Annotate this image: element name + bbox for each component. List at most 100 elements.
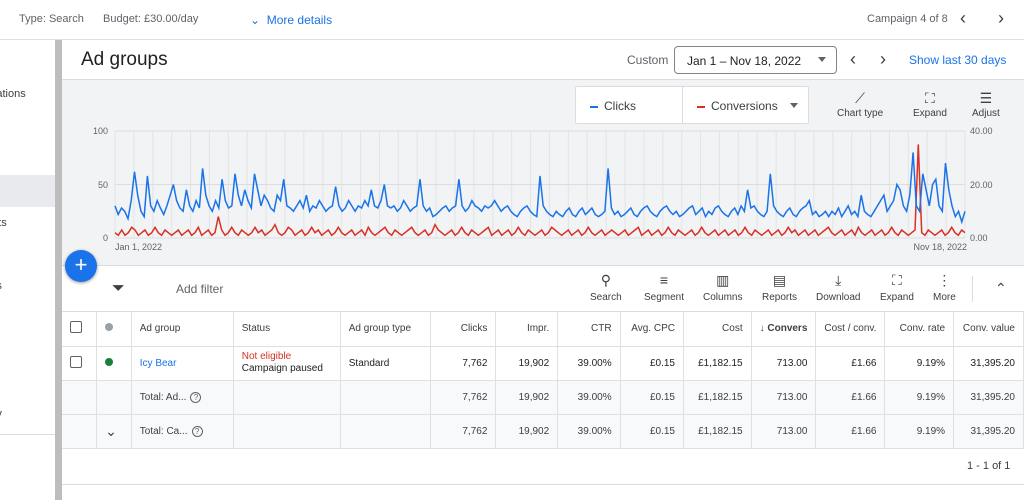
status-not-eligible: Not eligible [241, 351, 292, 362]
col-header-clicks[interactable]: Clicks [430, 312, 497, 347]
show-last-30-days-link[interactable]: Show last 30 days [909, 53, 1007, 67]
toolbar-divider [972, 276, 973, 302]
search-button[interactable]: ⚲ Search [590, 272, 622, 303]
legend-clicks-swatch [590, 105, 598, 108]
metric-select-conversions[interactable]: Conversions [682, 86, 809, 124]
row-cost: £1,182.15 [683, 346, 752, 381]
col-header-cost[interactable]: Cost [683, 312, 752, 347]
total1-cost-per-conv: £1.66 [815, 380, 886, 415]
row-impr: 19,902 [495, 346, 559, 381]
campaign-type: Type: Search [19, 13, 84, 25]
total2-conv-rate: 9.19% [884, 414, 955, 449]
y-right-tick-1: 20.00 [970, 180, 993, 190]
fullscreen-icon: ⛶ [925, 90, 935, 106]
chevron-down-icon[interactable]: ⌄ [105, 422, 117, 439]
more-vert-icon: ⋮ [937, 272, 952, 288]
sidebar-item-assets[interactable]: ets [0, 248, 55, 260]
reports-icon: ▤ [772, 272, 787, 288]
date-range-select[interactable]: Jan 1 – Nov 18, 2022 [674, 46, 837, 74]
filter-icon[interactable]: ⏷ [112, 280, 125, 297]
sidebar: endations sights ets ages story s [0, 40, 55, 500]
sidebar-active-item[interactable] [0, 175, 55, 207]
total-row-ad-groups: Total: Ad...? 7,762 19,902 39.00% £0.15 … [62, 380, 1024, 415]
search-icon: ⚲ [600, 272, 611, 288]
table-toolbar: ⏷ Add filter ⚲ Search ≡ Segment ▥ Columns ▤… [62, 266, 1024, 312]
row-checkbox[interactable] [70, 355, 82, 368]
col-header-conv-value[interactable]: Conv. value [953, 312, 1024, 347]
chart-type-button[interactable]: ⟋ Chart type [837, 90, 884, 119]
sidebar-item-insights[interactable]: sights [0, 217, 7, 229]
pagination-label: 1 - 1 of 1 [967, 460, 1011, 472]
add-button[interactable]: + [65, 250, 97, 282]
sidebar-item-history[interactable]: story [0, 408, 55, 420]
more-details-link[interactable]: ⌄ More details [250, 13, 333, 27]
select-all-cell [62, 312, 98, 347]
col-header-cost-per-conv[interactable]: Cost / conv. [815, 312, 886, 347]
series-line-conversions [114, 144, 966, 237]
expand-button[interactable]: ⛶ Expand [880, 272, 914, 303]
help-icon[interactable]: ? [191, 425, 203, 437]
main-panel: Ad groups Custom Jan 1 – Nov 18, 2022 ‹ … [62, 40, 1024, 500]
col-header-ad-group-type[interactable]: Ad group type [340, 312, 432, 347]
total1-avg-cpc: £0.15 [620, 380, 684, 415]
fullscreen-icon: ⛶ [892, 272, 902, 288]
col-header-ctr[interactable]: CTR [557, 312, 621, 347]
y-right-tick-0: 40.00 [970, 126, 993, 136]
col-header-avg-cpc[interactable]: Avg. CPC [620, 312, 684, 347]
status-dot-icon [105, 323, 114, 332]
col-header-status[interactable]: Status [233, 312, 341, 347]
previous-date-button[interactable]: ‹ [850, 49, 856, 69]
col-header-impr[interactable]: Impr. [495, 312, 559, 347]
reports-button[interactable]: ▤ Reports [762, 272, 798, 303]
top-bar: Type: Search Budget: £30.00/day ⌄ More d… [0, 0, 1024, 40]
add-filter-input[interactable]: Add filter [176, 282, 224, 296]
select-all-checkbox[interactable] [70, 321, 82, 334]
custom-label: Custom [627, 53, 669, 67]
sidebar-divider [0, 434, 55, 435]
columns-button[interactable]: ▥ Columns [703, 272, 743, 303]
row-type-cell: Standard [340, 346, 432, 381]
ad-group-name-link[interactable]: Icy Bear [131, 346, 234, 381]
trending-line-icon: ⟋ [855, 90, 865, 106]
total2-conv-value: 31,395.20 [953, 414, 1024, 449]
sidebar-item-pages[interactable]: ages [0, 280, 55, 292]
col-header-conversions[interactable]: ↓ Convers [751, 312, 817, 347]
help-icon[interactable]: ? [190, 391, 202, 403]
campaign-budget: Budget: £30.00/day [103, 13, 199, 25]
status-enabled-icon[interactable] [105, 357, 114, 366]
table-header-row: Ad group Status Ad group type Clicks Imp… [62, 312, 1024, 347]
segment-button[interactable]: ≡ Segment [644, 272, 685, 303]
col-header-conv-rate[interactable]: Conv. rate [884, 312, 955, 347]
y-left-tick-2: 0 [103, 233, 108, 243]
download-button[interactable]: ⤓ Download [816, 272, 861, 303]
chart-expand-button[interactable]: ⛶ Expand [913, 90, 947, 119]
campaign-position: Campaign 4 of 8 [867, 13, 948, 25]
sidebar-item-recommendations[interactable]: endations [0, 88, 26, 100]
total1-conv-value: 31,395.20 [953, 380, 1024, 415]
next-date-button[interactable]: › [880, 49, 886, 69]
col-header-ad-group[interactable]: Ad group [131, 312, 234, 347]
row-conversions: 713.00 [751, 346, 817, 381]
row-select-cell [62, 346, 98, 381]
caret-down-icon [818, 57, 826, 62]
chart-adjust-button[interactable]: ☰ Adjust [972, 90, 1000, 119]
total1-impr: 19,902 [495, 380, 559, 415]
ad-groups-table: Ad group Status Ad group type Clicks Imp… [62, 312, 1024, 449]
arrow-down-icon: ↓ [759, 323, 765, 335]
total2-clicks: 7,762 [430, 414, 497, 449]
total1-cost: £1,182.15 [683, 380, 752, 415]
row-status-cell: Not eligible Campaign paused [233, 346, 341, 381]
expand-total-cell: ⌄ [96, 414, 132, 449]
previous-campaign-button[interactable]: ‹ [960, 8, 966, 28]
y-right-tick-2: 0.00 [970, 233, 988, 243]
collapse-icon[interactable]: ⌃ [995, 280, 1007, 296]
total-ad-groups-label: Total: Ad...? [131, 380, 234, 415]
row-status-dot-cell [96, 346, 132, 381]
sidebar-scrollbar[interactable] [55, 40, 62, 500]
sidebar-item-other[interactable]: s [0, 446, 55, 458]
more-button[interactable]: ⋮ More [933, 272, 956, 303]
metric-select-clicks[interactable]: Clicks [575, 86, 702, 124]
next-campaign-button[interactable]: › [998, 8, 1004, 28]
segment-icon: ≡ [659, 272, 669, 288]
chevron-down-icon: ⌄ [250, 13, 261, 27]
